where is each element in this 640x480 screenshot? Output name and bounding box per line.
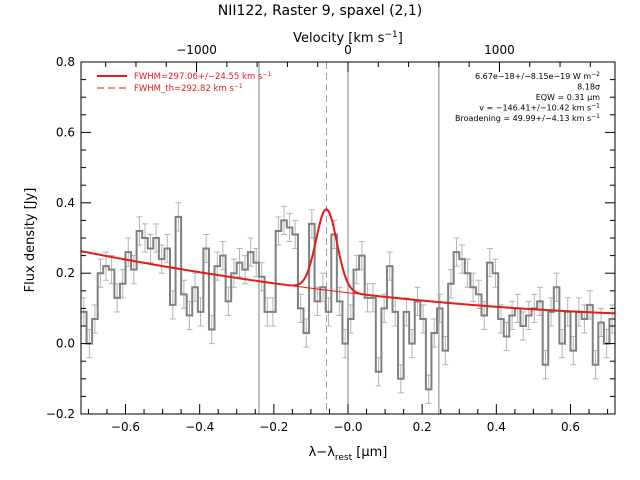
spectrum-line (81, 215, 615, 391)
x-tick-label: −0.0 (333, 420, 362, 434)
annotation-label: Broadening = 49.99+/−4.13 km s−1 (455, 113, 600, 123)
y-tick-label: 0.0 (56, 337, 75, 351)
chart-title: NII122, Raster 9, spaxel (2,1) (218, 3, 423, 19)
x-tick-label: 0.4 (487, 420, 506, 434)
top-tick-label: 1000 (484, 43, 515, 57)
y-tick-label: 0.8 (56, 55, 75, 69)
top-axis-label: Velocity [km s−1] (293, 30, 403, 46)
x-tick-label: 0.2 (413, 420, 432, 434)
x-tick-label: −0.6 (111, 420, 140, 434)
annotation-label: v = −146.41+/−10.42 km s−1 (479, 103, 600, 113)
y-tick-label: 0.2 (56, 266, 75, 280)
x-axis-label-unit: [μm] (352, 445, 387, 460)
x-tick-label: 0.6 (561, 420, 580, 434)
annotation-label: 8.18σ (577, 83, 600, 92)
legend-label: FWHM=297.06+/−24.55 km s−1 (134, 71, 271, 82)
top-axis-label-sup: −1 (384, 30, 397, 40)
x-axis-label-text: λ−λ (309, 445, 336, 460)
x-axis-label-sub: rest (335, 453, 353, 463)
x-tick-label: −0.4 (185, 420, 214, 434)
y-axis-label: Flux density [Jy] (23, 188, 38, 293)
annotation-label: 6.67e−18+/−8.15e−19 W m−2 (475, 71, 600, 81)
top-tick-label: 0 (344, 43, 352, 57)
top-axis-label-text: Velocity [km s (293, 31, 385, 46)
top-axis-label-close: ] (398, 31, 403, 46)
x-tick-label: −0.2 (259, 420, 288, 434)
legend-label: FWHM_th=292.82 km s−1 (134, 83, 243, 94)
y-tick-label: −0.2 (46, 407, 75, 421)
annotation-label: EQW = 0.31 μm (536, 93, 600, 102)
y-tick-label: 0.6 (56, 125, 75, 139)
x-axis-label: λ−λrest [μm] (309, 445, 388, 463)
top-tick-label: −1000 (176, 43, 217, 57)
fit-line (80, 208, 616, 315)
plot-area: −0.6 −0.4 −0.2 −0.0 0.2 0.4 0.6 −1000 0 1000 −0.2 0… (46, 43, 616, 434)
y-tick-label: 0.4 (56, 196, 75, 210)
